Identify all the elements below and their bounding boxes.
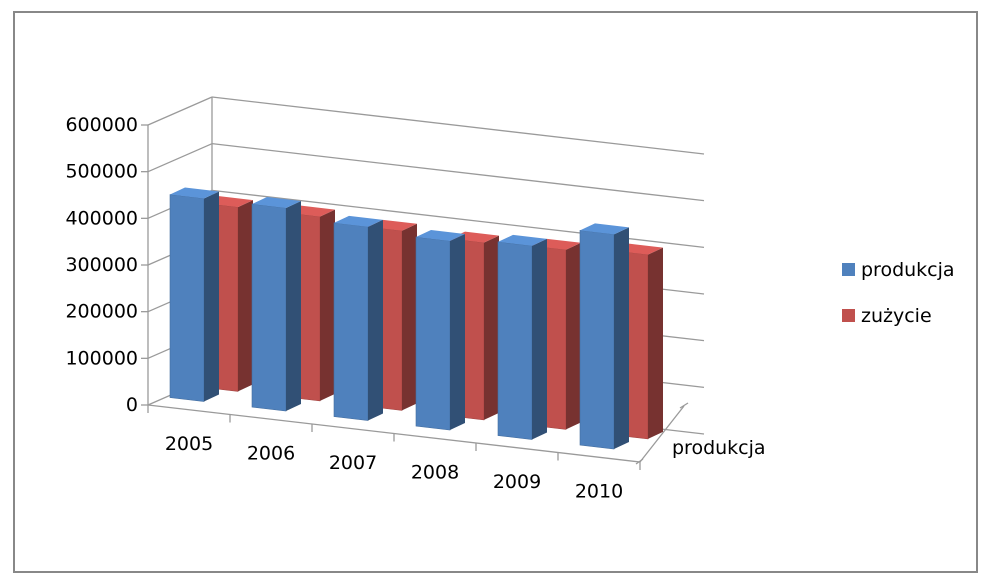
y-tick-label: 400000 xyxy=(65,207,138,229)
side-wall-line xyxy=(147,143,213,173)
bar-side-face xyxy=(204,191,219,402)
bar-top-face xyxy=(252,197,301,208)
labels: 0 100000 200000 300000 400000 500000 600000 200… xyxy=(65,114,765,502)
gridline xyxy=(211,96,705,155)
x-tick-label: 2005 xyxy=(165,433,213,455)
bar-side-face xyxy=(320,209,335,401)
bar-side-face xyxy=(648,247,663,439)
bar-top-face xyxy=(334,215,383,227)
bar-front-face xyxy=(251,203,287,412)
y-tick-label: 200000 xyxy=(65,301,138,323)
gridline xyxy=(211,143,705,202)
y-tick-label: 0 xyxy=(126,394,138,416)
bar-front-face xyxy=(333,222,369,421)
x-tick-label: 2006 xyxy=(247,442,295,464)
bar-side-face xyxy=(532,238,547,440)
x-tick-label: 2009 xyxy=(493,471,541,493)
y-tick-label: 600000 xyxy=(65,114,138,136)
bar-produkcja xyxy=(251,197,301,412)
depth-axis xyxy=(639,405,685,463)
legend: produkcja zużycie xyxy=(842,259,955,327)
legend-swatch xyxy=(842,263,855,276)
legend-label: zużycie xyxy=(861,305,932,327)
bar-side-face xyxy=(402,223,417,411)
bar-produkcja xyxy=(579,223,629,450)
bars xyxy=(169,187,663,450)
bar-top-face xyxy=(170,187,219,199)
bar-top-face xyxy=(580,223,629,235)
bar-side-face xyxy=(450,233,465,430)
bar-produkcja xyxy=(415,230,465,431)
depth-tick-mark xyxy=(635,458,644,465)
side-wall-line xyxy=(147,96,213,126)
depth-axis-label: produkcja xyxy=(672,437,766,459)
bar-side-face xyxy=(238,200,253,392)
bar-produkcja xyxy=(333,215,383,421)
y-tick-label: 100000 xyxy=(65,347,138,369)
legend-swatch xyxy=(842,309,855,322)
bar-produkcja xyxy=(497,234,547,440)
bar-side-face xyxy=(286,200,301,411)
bar-top-face xyxy=(498,234,547,246)
bar-side-face xyxy=(566,242,581,430)
bar-side-face xyxy=(484,235,499,420)
bar-produkcja xyxy=(169,187,219,402)
bar-front-face xyxy=(497,241,533,440)
legend-label: produkcja xyxy=(861,259,955,281)
y-tick-label: 500000 xyxy=(65,161,138,183)
x-tick-label: 2007 xyxy=(329,452,377,474)
depth-tick-mark xyxy=(679,402,689,409)
y-tick-label: 300000 xyxy=(65,254,138,276)
bar-top-face xyxy=(416,230,465,241)
bar-front-face xyxy=(169,194,205,402)
bar-side-face xyxy=(368,219,383,421)
x-tick-label: 2008 xyxy=(411,461,459,483)
x-tick-label: 2010 xyxy=(575,480,623,502)
bar-front-face xyxy=(415,236,451,431)
bar-side-face xyxy=(614,227,629,449)
bar-front-face xyxy=(579,230,615,450)
